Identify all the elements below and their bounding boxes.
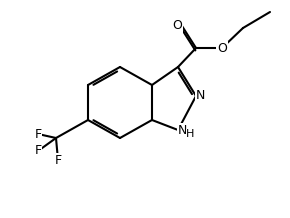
Text: O: O: [217, 41, 227, 54]
Text: F: F: [55, 153, 61, 167]
Text: O: O: [172, 19, 182, 32]
Text: N: N: [196, 90, 205, 102]
Text: F: F: [35, 145, 41, 157]
Text: F: F: [35, 128, 41, 140]
Text: H: H: [186, 129, 194, 139]
Text: N: N: [178, 124, 187, 136]
